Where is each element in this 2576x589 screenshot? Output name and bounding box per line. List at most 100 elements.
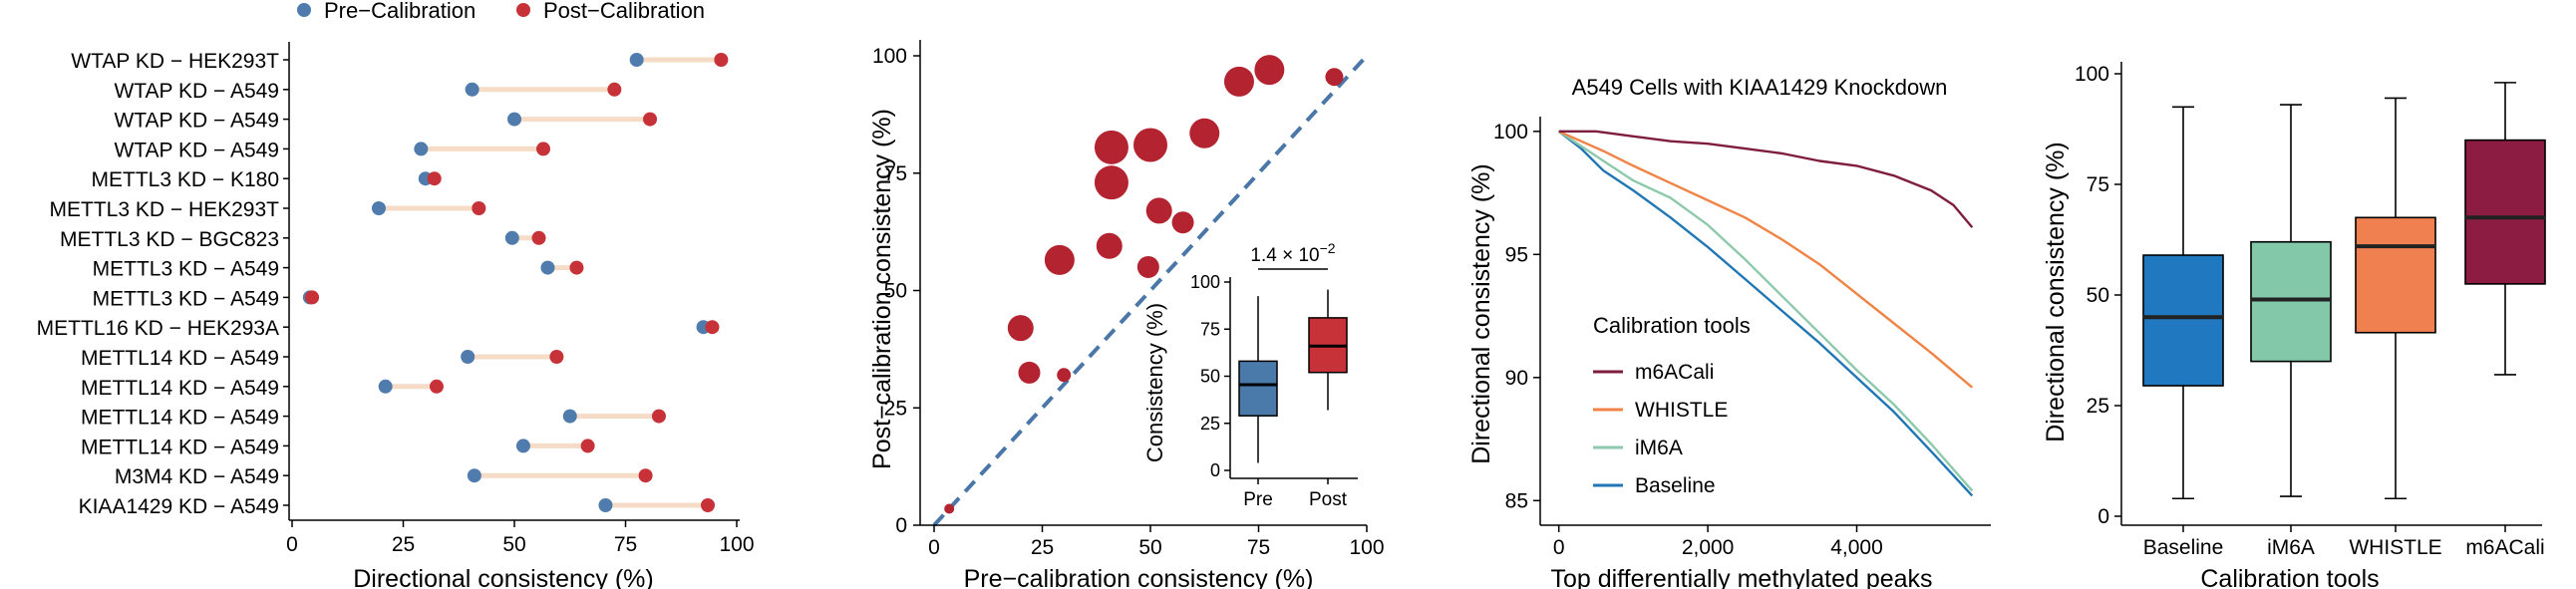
post-calibration-point	[429, 379, 444, 394]
post-calibration-point	[705, 320, 720, 335]
pre-calibration-point	[507, 112, 521, 127]
x-tick-label: 100	[719, 533, 754, 556]
scatter-point	[1018, 361, 1041, 384]
category-label: METTL14 KD − A549	[81, 347, 279, 370]
dumbbell-x-axis: 0 25 50 75 100	[286, 42, 755, 556]
post-calibration-point	[305, 290, 320, 305]
legend-label: Baseline	[1635, 474, 1716, 497]
scatter-point	[1171, 211, 1194, 234]
line-legend-title: Calibration tools	[1593, 313, 1751, 338]
series-line	[1558, 130, 1974, 492]
pre-calibration-point	[465, 82, 480, 97]
scatter-point	[1133, 128, 1167, 162]
scatter-point	[1189, 118, 1220, 148]
legend-label: WHISTLE	[1635, 399, 1728, 422]
x-tick-label: 75	[614, 533, 637, 556]
pre-calibration-point	[504, 230, 519, 245]
scatter-points	[944, 55, 1344, 514]
scatter-point	[1044, 244, 1075, 275]
line-chart-title: A549 Cells with KIAA1429 Knockdown	[1572, 75, 1948, 100]
category-label: M3M4 KD − A549	[115, 465, 279, 488]
box-y-axis-label: Directional consistency (%)	[2042, 142, 2070, 442]
post-calibration-point	[701, 498, 716, 512]
category-label: METTL14 KD − A549	[81, 436, 279, 458]
post-calibration-point	[569, 260, 584, 275]
line-x-axis-label: Top differentially methylated peaks	[1550, 565, 1932, 589]
legend-marker	[297, 3, 311, 17]
category-label: METTL3 KD − HEK293T	[50, 198, 280, 221]
x-tick-label: 0	[928, 536, 940, 559]
category-label: WTAP KD − A549	[114, 110, 279, 133]
y-tick-label: 25	[2087, 395, 2109, 418]
dumbbell-connectors	[309, 57, 722, 508]
y-tick-label: 100	[872, 45, 907, 68]
scatter-reference-line	[932, 54, 1369, 527]
y-tick-label: 90	[1505, 367, 1528, 390]
post-calibration-point	[607, 82, 622, 97]
y-tick-label: 100	[2075, 63, 2109, 86]
y-tick-label: 0	[2097, 505, 2109, 528]
y-tick-label: 85	[1505, 489, 1528, 512]
post-calibration-point	[714, 53, 729, 67]
legend-marker	[516, 3, 530, 17]
x-tick-label: WHISTLE	[2349, 536, 2441, 559]
pre-calibration-point	[378, 379, 393, 394]
scatter-point	[1007, 315, 1034, 342]
box-axes: 0 25 50 75 100 Baseline iM6A WHISTLE m6ACali	[2075, 62, 2545, 559]
inset-x-tick-label: Pre	[1243, 489, 1273, 510]
pre-calibration-point	[467, 468, 482, 483]
legend-label: iM6A	[1635, 437, 1683, 459]
series-line	[1558, 130, 1974, 228]
inset-y-tick-label: 75	[1200, 319, 1220, 339]
dumbbell-chart: Pre−Calibration Post−Calibration WTAP KD …	[37, 0, 755, 589]
box-chart: 0 25 50 75 100 Baseline iM6A WHISTLE m6ACali Cal…	[2042, 62, 2546, 589]
pre-calibration-point	[461, 350, 476, 364]
series-line	[1558, 130, 1974, 389]
category-label: METTL3 KD − BGC823	[60, 228, 279, 251]
y-tick-label: 25	[884, 397, 907, 420]
category-label: WTAP KD − HEK293T	[71, 50, 279, 73]
x-tick-label: iM6A	[2267, 536, 2315, 559]
y-tick-label: 100	[1493, 121, 1528, 144]
scatter-x-axis-label: Pre−calibration consistency (%)	[964, 565, 1314, 589]
post-calibration-point	[643, 112, 658, 127]
legend-label: m6ACali	[1635, 361, 1714, 384]
category-label: METTL3 KD − A549	[93, 287, 279, 310]
post-calibration-point	[638, 468, 653, 483]
y-tick-label: 0	[895, 514, 907, 537]
scatter-chart: 0 25 50 75 100 0 25 50 75 100 Pre−calibration con…	[868, 40, 1385, 589]
x-tick-label: 25	[1031, 536, 1054, 559]
x-tick-label: 75	[1247, 536, 1270, 559]
post-calibration-point	[535, 142, 550, 156]
box-x-axis-label: Calibration tools	[2200, 565, 2379, 589]
scatter-point	[1325, 68, 1344, 87]
post-calibration-point	[580, 439, 595, 453]
scatter-point	[1223, 66, 1254, 97]
x-tick-label: m6ACali	[2465, 536, 2544, 559]
x-tick-label: 2,000	[1682, 536, 1735, 559]
pre-calibration-point	[540, 260, 555, 275]
category-label: METTL16 KD − HEK293A	[37, 317, 279, 340]
post-calibration-point	[472, 201, 486, 215]
scatter-point	[1145, 197, 1172, 224]
scatter-point	[1057, 368, 1072, 383]
dumbbell-category-labels: WTAP KD − HEK293T WTAP KD − A549 WTAP KD −…	[37, 50, 289, 518]
pre-calibration-point	[629, 53, 644, 67]
post-calibration-point	[427, 171, 442, 186]
inset-x-tick-label: Post	[1309, 489, 1348, 510]
line-chart: A549 Cells with KIAA1429 Knockdown 0 2,00…	[1467, 75, 1991, 589]
scatter-point	[1136, 255, 1159, 278]
x-tick-label: Baseline	[2143, 536, 2224, 559]
category-label: WTAP KD − A549	[114, 139, 279, 161]
inset-y-axis-label: Consistency (%)	[1142, 303, 1167, 462]
pre-calibration-point	[562, 409, 577, 424]
category-label: METTL3 KD − K180	[92, 168, 280, 191]
x-tick-label: 0	[286, 533, 298, 556]
post-calibration-point	[549, 350, 564, 364]
pre-calibration-point	[371, 201, 386, 215]
category-label: KIAA1429 KD − A549	[79, 495, 279, 518]
series-line	[1557, 130, 1974, 497]
line-series	[1557, 130, 1974, 497]
x-tick-label: 100	[1349, 536, 1384, 559]
inset-y-tick-label: 0	[1210, 460, 1220, 480]
